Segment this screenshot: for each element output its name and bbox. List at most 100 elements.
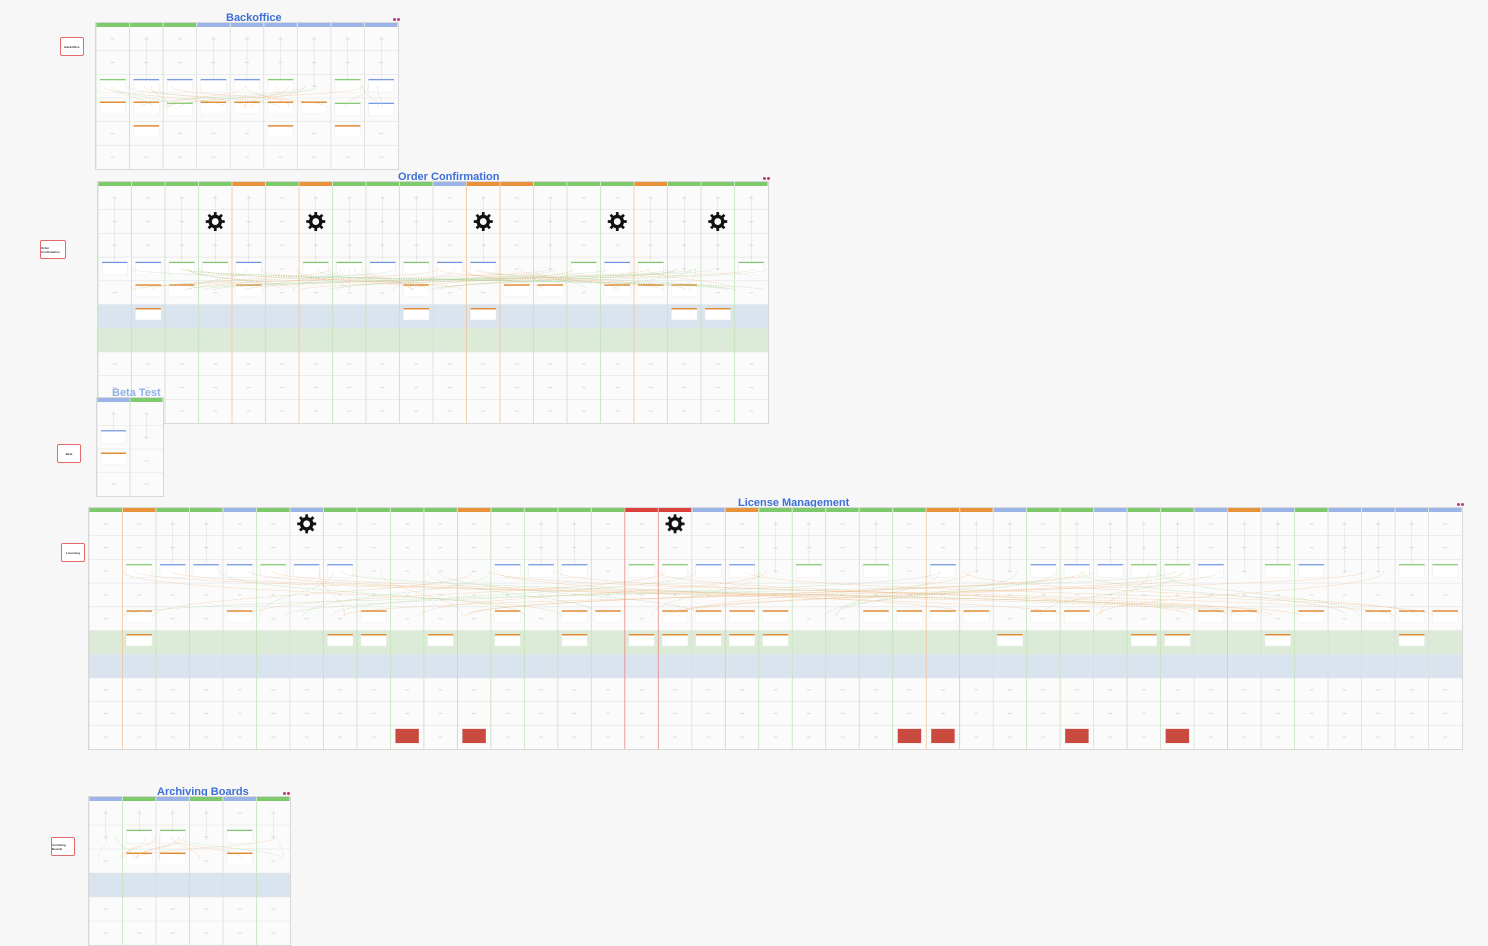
sticky-card[interactable] [227,564,252,577]
column-header[interactable] [893,508,925,512]
sticky-card[interactable] [101,453,126,465]
column-header[interactable] [735,182,768,186]
column-header[interactable] [525,508,557,512]
sticky-card[interactable] [964,610,989,622]
alert-block[interactable] [898,729,921,743]
sticky-card[interactable] [169,284,194,296]
column-header[interactable] [156,508,188,512]
sticky-card[interactable] [1433,564,1458,577]
sticky-card[interactable] [301,102,327,114]
board-backoffice[interactable] [95,22,399,170]
column-header[interactable] [625,508,657,512]
column-header[interactable] [97,23,130,27]
column-header[interactable] [1228,508,1260,512]
sticky-card[interactable] [327,634,352,646]
more-dots-icon[interactable] [1457,503,1464,506]
column-header[interactable] [90,797,123,801]
sticky-card[interactable] [227,853,252,865]
sticky-card[interactable] [672,284,697,296]
column-header[interactable] [960,508,992,512]
sticky-card[interactable] [136,262,161,275]
sticky-card[interactable] [101,430,126,443]
sticky-card[interactable] [930,610,955,622]
sticky-card[interactable] [471,262,496,275]
board-license-management[interactable] [88,507,1463,750]
column-header[interactable] [367,182,400,186]
sticky-card[interactable] [404,308,429,320]
sticky-card[interactable] [102,262,127,275]
column-header[interactable] [266,182,299,186]
alert-block[interactable] [462,729,485,743]
sticky-card[interactable] [236,284,261,296]
sticky-card[interactable] [1131,564,1156,577]
more-dots-icon[interactable] [393,18,400,21]
sticky-card[interactable] [1064,564,1089,577]
alert-block[interactable] [395,729,418,743]
column-header[interactable] [1027,508,1059,512]
column-header[interactable] [726,508,758,512]
column-header[interactable] [365,23,398,27]
column-header[interactable] [391,508,423,512]
column-header[interactable] [592,508,624,512]
sticky-card[interactable] [1299,610,1324,622]
sticky-card[interactable] [662,564,687,577]
column-header[interactable] [1061,508,1093,512]
column-header[interactable] [501,182,534,186]
sticky-card[interactable] [729,634,754,646]
sticky-card[interactable] [136,308,161,320]
column-header[interactable] [190,797,223,801]
column-header[interactable] [90,508,122,512]
sticky-card[interactable] [203,262,228,275]
column-header[interactable] [793,508,825,512]
sticky-card[interactable] [234,79,260,92]
sticky-card[interactable] [370,262,395,275]
column-header[interactable] [333,182,366,186]
sticky-card[interactable] [134,125,160,137]
sticky-card[interactable] [160,853,185,865]
column-header[interactable] [324,508,356,512]
sticky-card[interactable] [428,634,453,646]
sticky-card[interactable] [629,564,654,577]
sticky-card[interactable] [1399,564,1424,577]
column-header[interactable] [659,508,691,512]
column-header[interactable] [1295,508,1327,512]
column-header[interactable] [534,182,567,186]
sticky-card[interactable] [1131,634,1156,646]
side-note-licensing[interactable]: Licensing [61,543,85,562]
board-archiving-boards[interactable] [88,796,291,946]
column-header[interactable] [826,508,858,512]
column-header[interactable] [1161,508,1193,512]
column-header[interactable] [123,508,155,512]
sticky-card[interactable] [268,125,294,137]
sticky-card[interactable] [1098,564,1123,577]
sticky-card[interactable] [1064,610,1089,622]
sticky-card[interactable] [1299,564,1324,577]
sticky-card[interactable] [495,564,520,577]
column-header[interactable] [1195,508,1227,512]
more-dots-icon[interactable] [763,177,770,180]
sticky-card[interactable] [672,308,697,320]
column-header[interactable] [223,508,255,512]
side-note-beta[interactable]: Beta [57,444,81,463]
sticky-card[interactable] [528,564,553,577]
sticky-card[interactable] [368,79,394,92]
side-note-archiving-boards[interactable]: Archiving Boards [51,837,75,856]
sticky-card[interactable] [897,610,922,622]
column-header[interactable] [298,23,331,27]
sticky-card[interactable] [260,564,285,577]
sticky-card[interactable] [327,564,352,577]
sticky-card[interactable] [562,610,587,622]
side-note-backoffice[interactable]: Backoffice [60,37,84,56]
sticky-card[interactable] [236,262,261,275]
column-header[interactable] [99,182,132,186]
column-header[interactable] [199,182,232,186]
sticky-card[interactable] [1399,634,1424,646]
column-header[interactable] [233,182,266,186]
sticky-card[interactable] [127,634,152,646]
column-header[interactable] [668,182,701,186]
column-header[interactable] [164,23,197,27]
sticky-card[interactable] [227,830,252,843]
column-header[interactable] [257,797,290,801]
column-header[interactable] [98,398,130,402]
column-header[interactable] [1094,508,1126,512]
